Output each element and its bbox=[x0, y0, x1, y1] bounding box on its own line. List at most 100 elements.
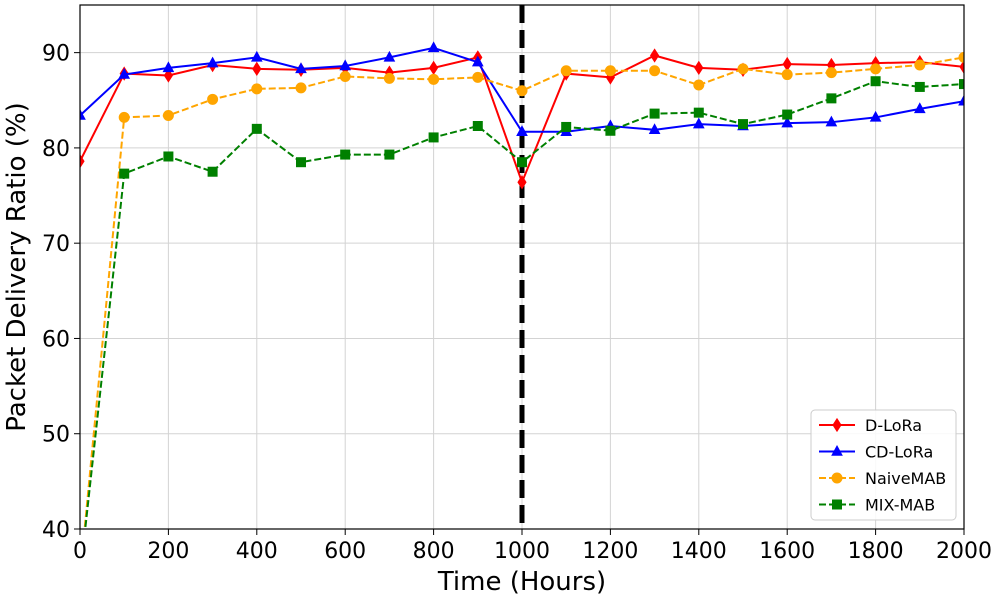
data-point bbox=[384, 149, 395, 160]
legend-box bbox=[810, 409, 957, 521]
data-point bbox=[694, 60, 704, 76]
y-tick-label: 50 bbox=[42, 423, 70, 448]
x-tick-label: 1400 bbox=[671, 539, 727, 564]
data-point bbox=[207, 93, 219, 105]
y-tick-label: 80 bbox=[42, 137, 70, 162]
data-point bbox=[959, 59, 964, 75]
data-point bbox=[80, 154, 85, 169]
data-point bbox=[252, 61, 262, 77]
data-point bbox=[80, 108, 86, 120]
x-tick-label: 200 bbox=[147, 539, 189, 564]
x-tick-label: 0 bbox=[73, 539, 87, 564]
data-point bbox=[75, 572, 85, 582]
series-naivemab bbox=[75, 51, 964, 582]
x-tick-label: 800 bbox=[413, 539, 455, 564]
series-mix-mab bbox=[76, 76, 964, 581]
data-point bbox=[781, 116, 794, 128]
data-point bbox=[561, 121, 572, 132]
data-point bbox=[959, 79, 964, 90]
legend-marker bbox=[831, 472, 843, 484]
y-tick-label: 60 bbox=[42, 327, 70, 352]
data-point bbox=[825, 115, 838, 127]
data-point bbox=[958, 94, 964, 106]
data-point bbox=[870, 63, 882, 75]
data-point bbox=[251, 123, 262, 134]
legend-item: MIX-MAB bbox=[819, 496, 935, 515]
legend-label: MIX-MAB bbox=[865, 496, 935, 515]
data-point bbox=[428, 132, 439, 143]
data-point bbox=[250, 50, 263, 62]
data-point bbox=[782, 109, 793, 120]
legend: D-LoRa CD-LoRa NaiveMAB MIX-MAB bbox=[810, 409, 957, 521]
data-point bbox=[516, 125, 528, 136]
data-point bbox=[648, 123, 661, 135]
legend-marker bbox=[831, 444, 843, 456]
x-tick-label: 1200 bbox=[582, 539, 638, 564]
data-point bbox=[472, 120, 483, 131]
data-point bbox=[163, 151, 174, 162]
data-point bbox=[118, 111, 130, 123]
data-point bbox=[163, 68, 173, 83]
data-point bbox=[826, 93, 837, 104]
y-axis-title: Packet Delivery Ratio (%) bbox=[2, 102, 32, 432]
x-axis-title: Time (Hours) bbox=[437, 567, 606, 597]
data-point bbox=[118, 67, 131, 79]
data-point bbox=[517, 175, 527, 190]
data-point bbox=[162, 61, 175, 73]
x-tick-label: 2000 bbox=[936, 539, 992, 564]
data-point bbox=[738, 119, 748, 130]
data-point bbox=[958, 51, 964, 63]
data-point bbox=[472, 71, 484, 83]
data-point bbox=[471, 55, 484, 67]
data-point bbox=[339, 59, 352, 71]
x-tick-label: 1800 bbox=[848, 539, 904, 564]
legend-item: D-LoRa bbox=[819, 416, 922, 435]
legend-item: NaiveMAB bbox=[819, 469, 946, 488]
data-point bbox=[914, 59, 926, 71]
x-tick-label: 600 bbox=[324, 539, 366, 564]
data-point bbox=[692, 117, 705, 129]
data-point bbox=[207, 166, 218, 177]
data-point bbox=[383, 72, 395, 84]
data-point bbox=[295, 62, 307, 74]
series-layer bbox=[75, 41, 964, 582]
data-point bbox=[251, 83, 263, 95]
data-point bbox=[516, 85, 528, 97]
data-point bbox=[649, 108, 660, 119]
legend-label: NaiveMAB bbox=[865, 469, 946, 488]
data-point bbox=[383, 50, 396, 62]
data-point bbox=[650, 48, 660, 63]
data-point bbox=[560, 65, 572, 77]
data-point bbox=[339, 70, 351, 82]
y-axis-ticks: 40 50 60 70 80 90 bbox=[42, 42, 80, 543]
y-tick-label: 90 bbox=[42, 42, 70, 67]
data-point bbox=[825, 67, 837, 79]
data-point bbox=[296, 157, 306, 168]
data-point bbox=[429, 60, 439, 76]
data-point bbox=[782, 56, 792, 72]
data-point bbox=[428, 73, 440, 85]
data-point bbox=[119, 168, 130, 179]
data-point bbox=[649, 65, 661, 77]
data-point bbox=[517, 157, 527, 168]
data-point bbox=[76, 572, 85, 581]
data-point bbox=[781, 69, 793, 81]
legend-item: CD-LoRa bbox=[819, 443, 933, 462]
legend-label: D-LoRa bbox=[865, 416, 922, 435]
y-tick-label: 70 bbox=[42, 232, 70, 257]
x-tick-label: 400 bbox=[236, 539, 278, 564]
data-point bbox=[206, 56, 219, 68]
legend-marker bbox=[832, 417, 842, 433]
x-axis-ticks: 0 200 400 600 800 1000 1200 1400 1600 1800 2000 bbox=[73, 529, 992, 564]
x-tick-label: 1600 bbox=[759, 539, 815, 564]
data-point bbox=[737, 63, 749, 75]
y-tick-label: 40 bbox=[42, 518, 70, 543]
data-point bbox=[693, 79, 705, 91]
data-point bbox=[605, 125, 616, 136]
data-point bbox=[870, 76, 881, 87]
data-point bbox=[604, 65, 616, 77]
data-point bbox=[914, 81, 925, 92]
data-point bbox=[693, 107, 704, 118]
legend-marker bbox=[832, 499, 842, 510]
